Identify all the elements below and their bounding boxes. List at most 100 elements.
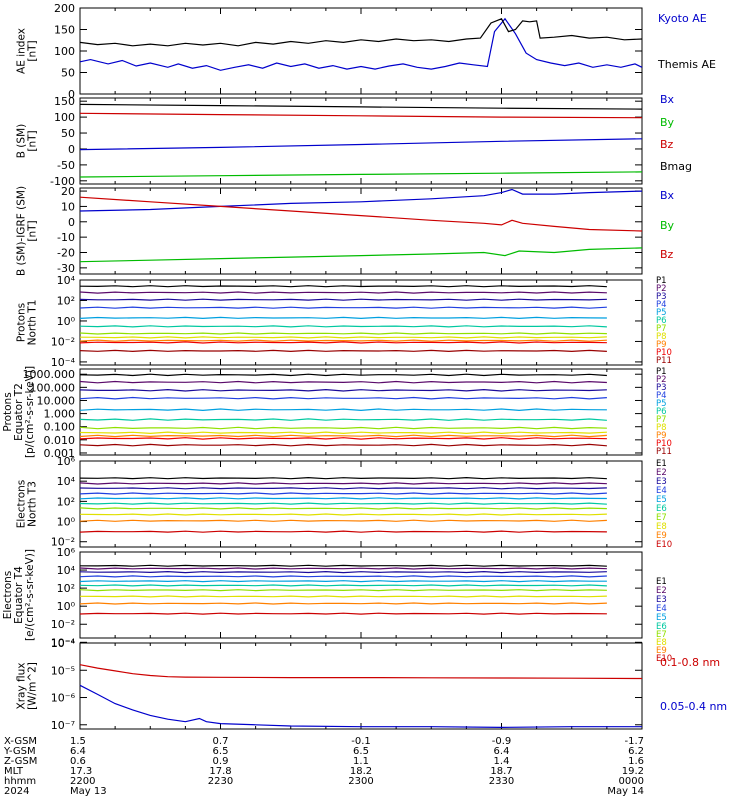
- series-line-e6: [79, 502, 607, 505]
- y-tick-label: 10⁻⁵: [51, 664, 75, 677]
- legend-entry-kyoto-ae: Kyoto AE: [658, 12, 707, 25]
- x-axis-value: -1.7: [624, 736, 644, 747]
- y-tick-label: 10²: [57, 495, 75, 508]
- legend-entry-p10: P10: [656, 439, 672, 449]
- y-axis-label: [W/m^2]: [27, 662, 39, 710]
- x-axis-value: 6.4: [70, 746, 86, 757]
- series-line-e9: [79, 602, 607, 605]
- panel-frame-8: [79, 642, 643, 730]
- series-line-e3: [79, 570, 607, 574]
- series-line-p11: [79, 443, 607, 447]
- y-axis-label: Equator T2: [13, 383, 25, 441]
- series-line-p5: [79, 408, 607, 412]
- series-line-p8: [79, 336, 607, 339]
- series-line-themis-ae: [79, 18, 643, 47]
- legend-entry-themis-ae: Themis AE: [657, 58, 716, 71]
- legend-entry-e7: E7: [656, 630, 667, 640]
- y-tick-label: 10⁻²: [51, 618, 75, 631]
- y-axis-label: Protons: [16, 303, 28, 342]
- x-axis-value: May 13: [70, 786, 107, 797]
- legend-entry-p8: P8: [656, 332, 667, 342]
- y-tick-label: 10⁰: [57, 516, 76, 529]
- y-tick-label: 10⁻⁶: [51, 692, 76, 705]
- legend-entry-p9: P9: [656, 431, 667, 441]
- y-tick-label: 10⁻⁴: [51, 636, 76, 649]
- series-line-e1: [79, 476, 607, 480]
- x-axis-value: 1.1: [353, 756, 369, 767]
- x-axis-value: 18.7: [490, 766, 512, 777]
- legend-entry-e6: E6: [656, 504, 667, 514]
- y-tick-label: 10²: [57, 582, 75, 595]
- series-line-e8: [79, 513, 607, 516]
- legend-entry-p11: P11: [656, 356, 672, 366]
- legend-entry-e3: E3: [656, 595, 667, 605]
- legend-entry-p6: P6: [656, 407, 667, 417]
- y-axis-label: [nT]: [27, 220, 39, 241]
- legend-entry-p11: P11: [656, 447, 672, 457]
- series-line-e10: [79, 612, 607, 615]
- series-line-e8: [79, 595, 607, 598]
- legend-entry-0-05-0-4-nm: 0.05-0.4 nm: [660, 700, 727, 713]
- y-tick-label: -30: [57, 262, 75, 275]
- series-line-p6: [79, 325, 607, 328]
- series-line-p4: [79, 396, 607, 400]
- series-line-e5: [79, 497, 607, 500]
- legend-entry-bz: Bz: [660, 138, 674, 151]
- legend-entry-p5: P5: [656, 308, 667, 318]
- x-axis-value: 0.6: [70, 756, 86, 767]
- y-tick-label: 0: [68, 216, 75, 229]
- series-line-bz: [79, 196, 643, 232]
- y-tick-label: -100: [50, 175, 75, 188]
- x-axis-value: 17.8: [209, 766, 231, 777]
- x-axis-row-label: hhmm: [4, 776, 36, 787]
- legend-entry-e4: E4: [656, 604, 667, 614]
- x-axis-value: 1.5: [70, 736, 86, 747]
- y-tick-label: 10⁴: [57, 475, 76, 488]
- series-line-e2: [79, 567, 607, 570]
- legend-entry-bx: Bx: [660, 189, 675, 202]
- y-tick-label: 0.100: [44, 421, 76, 434]
- x-axis-value: 6.4: [494, 746, 510, 757]
- series-line-p3: [79, 298, 607, 301]
- legend-entry-p1: P1: [656, 276, 667, 286]
- y-tick-label: 1000.000: [23, 368, 76, 381]
- x-axis-value: 18.2: [350, 766, 372, 777]
- x-axis-value: 6.5: [213, 746, 229, 757]
- series-line-kyoto-ae: [79, 17, 643, 71]
- legend-entry-e3: E3: [656, 477, 667, 487]
- panel-frame-3: [79, 187, 643, 275]
- legend-entry-e9: E9: [656, 531, 667, 541]
- legend-entry-e1: E1: [656, 459, 667, 469]
- y-tick-label: 10.000: [37, 394, 76, 407]
- series-line-0-05-0-4-nm: [79, 684, 642, 729]
- y-tick-label: 50: [61, 127, 75, 140]
- legend-entry-e10: E10: [656, 540, 672, 550]
- series-line-e1: [79, 564, 607, 567]
- x-axis-value: 17.3: [70, 766, 92, 777]
- legend-entry-e7: E7: [656, 513, 667, 523]
- series-line-e4: [79, 575, 607, 578]
- panel-frame-2: [79, 97, 643, 185]
- legend-entry-e5: E5: [656, 495, 667, 505]
- x-axis-value: 2200: [70, 776, 95, 787]
- series-line-p9: [79, 434, 607, 438]
- x-axis-row-label: Z-GSM: [4, 756, 37, 767]
- legend-entry-p6: P6: [656, 316, 667, 326]
- legend-entry-e4: E4: [656, 486, 667, 496]
- x-axis-value: -0.1: [351, 736, 371, 747]
- y-tick-label: -50: [57, 159, 75, 172]
- y-tick-label: 0: [68, 143, 75, 156]
- y-tick-label: 150: [54, 95, 75, 108]
- x-axis-value: 2330: [489, 776, 514, 787]
- y-tick-label: 50: [61, 67, 75, 80]
- y-tick-label: 10⁻⁴: [51, 356, 76, 369]
- y-tick-label: 100: [54, 111, 75, 124]
- legend-entry-e1: E1: [656, 577, 667, 587]
- legend-entry-bx: Bx: [660, 93, 675, 106]
- series-line-e10: [79, 530, 607, 533]
- legend-entry-0-1-0-8-nm: 0.1-0.8 nm: [660, 656, 720, 669]
- series-line-e3: [79, 487, 607, 490]
- legend-entry-p4: P4: [656, 300, 667, 310]
- y-tick-label: 100: [54, 45, 75, 58]
- y-tick-label: 0.010: [44, 434, 76, 447]
